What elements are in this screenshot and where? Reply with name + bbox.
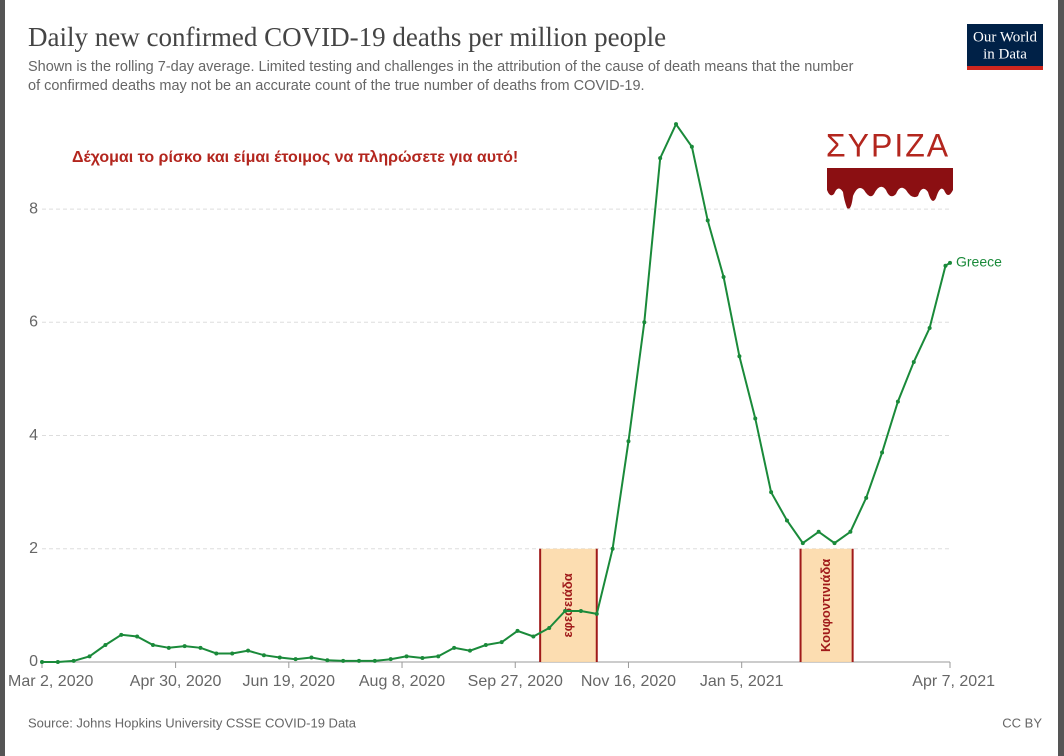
point	[357, 658, 362, 663]
point	[182, 644, 187, 649]
point	[372, 658, 377, 663]
highlight-label: Κουφοντινιάδα	[818, 559, 833, 652]
point	[737, 354, 742, 359]
point	[721, 275, 726, 280]
point	[214, 651, 219, 656]
series-label: Greece	[956, 254, 1002, 270]
point	[832, 541, 837, 546]
point	[467, 648, 472, 653]
point	[658, 156, 663, 161]
source: Source: Johns Hopkins University CSSE CO…	[28, 715, 357, 730]
point	[547, 626, 552, 631]
point	[753, 416, 758, 421]
logo-stripe	[967, 66, 1043, 70]
x-tick-label: Apr 7, 2021	[912, 673, 995, 690]
logo-text: Our World	[973, 29, 1037, 45]
point	[594, 611, 599, 616]
point	[404, 654, 409, 659]
point	[420, 656, 425, 661]
subtitle: Shown is the rolling 7-day average. Limi…	[28, 59, 854, 75]
point	[135, 634, 140, 639]
x-tick-label: Aug 8, 2020	[359, 673, 445, 690]
point	[563, 609, 568, 614]
point	[943, 263, 948, 268]
point	[325, 658, 330, 663]
point	[341, 658, 346, 663]
highlight	[800, 548, 853, 662]
logo-text: in Data	[983, 46, 1027, 62]
blood-drip	[827, 168, 953, 209]
y-tick-label: 2	[29, 540, 38, 557]
point	[150, 643, 155, 648]
point	[578, 609, 583, 614]
point	[166, 645, 171, 650]
point	[483, 643, 488, 648]
point	[452, 645, 457, 650]
y-tick-label: 6	[29, 314, 38, 331]
frame-left	[0, 0, 5, 756]
point	[293, 657, 298, 662]
x-tick-label: Sep 27, 2020	[468, 673, 563, 690]
point	[769, 490, 774, 495]
point	[948, 260, 952, 265]
highlight	[540, 548, 597, 662]
point	[784, 518, 789, 523]
annotation: Δέχομαι το ρίσκο και είμαι έτοιμος να πλ…	[72, 149, 518, 166]
point	[911, 359, 916, 364]
x-tick-label: Nov 16, 2020	[581, 673, 676, 690]
point	[626, 439, 631, 444]
point	[515, 628, 520, 633]
point	[848, 529, 853, 534]
x-tick-label: Jan 5, 2021	[700, 673, 784, 690]
point	[642, 320, 647, 325]
chart-title: Daily new confirmed COVID-19 deaths per …	[28, 22, 666, 52]
point	[246, 648, 251, 653]
point	[927, 325, 932, 330]
point	[816, 529, 821, 534]
point	[71, 658, 76, 663]
y-tick-label: 0	[29, 653, 38, 670]
party-logo: ΣΥΡΙΖΑ	[826, 127, 950, 163]
point	[895, 399, 900, 404]
point	[388, 657, 393, 662]
point	[436, 654, 441, 659]
x-tick-label: Apr 30, 2020	[130, 673, 222, 690]
point	[261, 653, 266, 658]
point	[880, 450, 885, 455]
point	[864, 495, 869, 500]
point	[277, 655, 282, 660]
highlight-label: εφεσειάδα	[560, 573, 575, 637]
point	[499, 640, 504, 645]
y-tick-label: 8	[29, 200, 38, 217]
point	[674, 122, 679, 127]
point	[531, 634, 536, 639]
point	[230, 651, 235, 656]
point	[103, 643, 108, 648]
point	[55, 660, 60, 664]
point	[610, 546, 615, 551]
x-tick-label: Jun 19, 2020	[243, 673, 336, 690]
y-tick-label: 4	[29, 427, 38, 444]
x-tick-label: Mar 2, 2020	[8, 673, 93, 690]
frame-right	[1058, 0, 1064, 756]
point	[119, 632, 124, 637]
point	[689, 144, 694, 149]
point	[40, 660, 44, 664]
point	[198, 645, 203, 650]
license: CC BY	[1002, 715, 1042, 730]
point	[87, 654, 92, 659]
point	[800, 541, 805, 546]
point	[705, 218, 710, 223]
subtitle: of confirmed deaths may not be an accura…	[28, 78, 645, 94]
point	[309, 655, 314, 660]
logo-box	[967, 24, 1043, 70]
